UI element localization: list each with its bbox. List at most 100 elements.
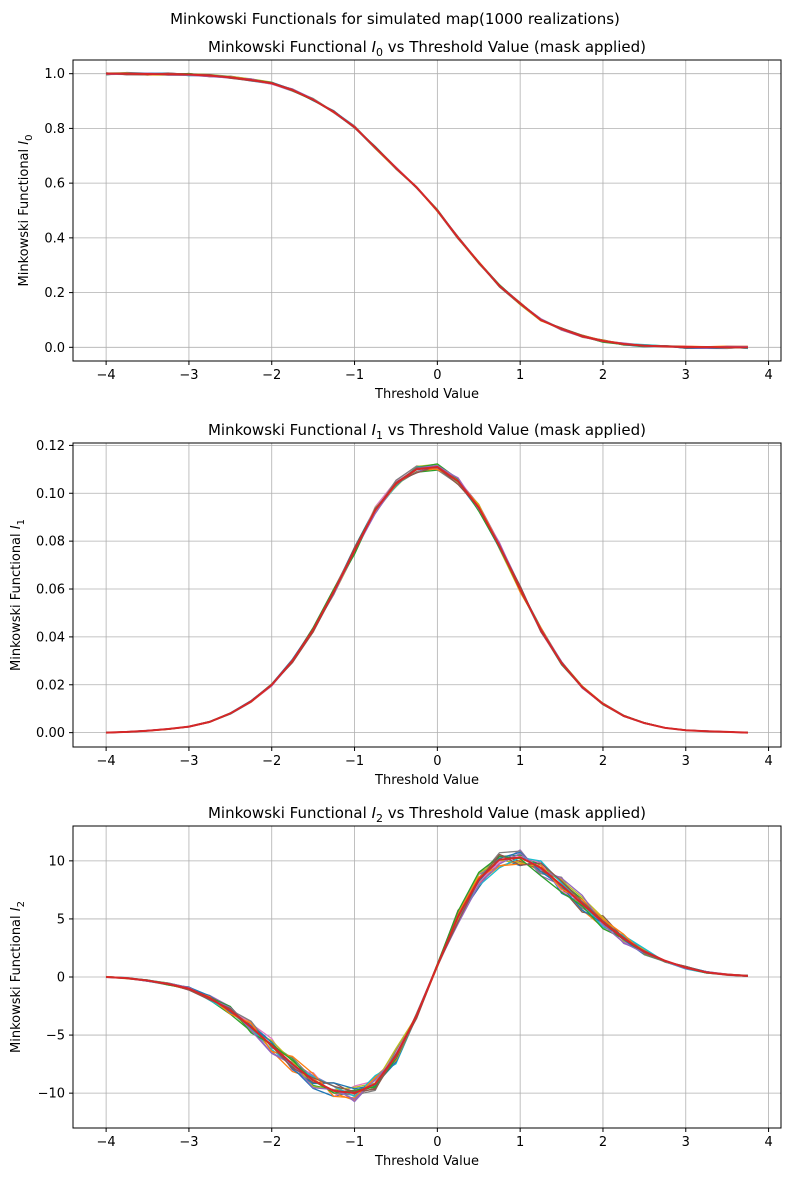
y-axis-label-prefix: Minkowski Functional — [9, 911, 24, 1053]
y-tick-label: 0.00 — [36, 726, 65, 741]
y-tick-label: 5 — [57, 912, 65, 927]
x-axis-label: Threshold Value — [374, 773, 479, 788]
x-tick-label: 3 — [682, 368, 690, 383]
x-tick-label: 0 — [433, 1135, 441, 1150]
realization-bundle — [106, 849, 748, 1103]
x-tick-label: 2 — [599, 368, 607, 383]
realization-line — [106, 465, 748, 734]
realization-line — [106, 72, 748, 349]
realization-line — [106, 72, 748, 349]
series-line-0 — [106, 856, 748, 1095]
realization-line — [106, 467, 748, 734]
y-axis-label-symbol: I — [17, 141, 32, 145]
y-axis-label: Minkowski Functional I0 — [17, 135, 35, 287]
realization-line — [106, 850, 748, 1096]
realization-line — [106, 72, 748, 349]
y-axis-label-prefix: Minkowski Functional — [9, 529, 24, 671]
y-axis-label: Minkowski Functional I2 — [9, 901, 27, 1053]
axes-frame — [72, 59, 782, 362]
realization-line — [106, 854, 748, 1094]
grid — [73, 826, 781, 1128]
chart-title: Minkowski Functional I0 vs Threshold Val… — [208, 38, 646, 59]
chart-panel-1: −4 −3 −2 −1 0 1 2 3 4 0.00 0.02 0.04 0.06 0.08 0.10 0.1… — [9, 421, 782, 788]
x-tick-label: −3 — [179, 754, 198, 769]
realization-line — [106, 859, 748, 1101]
chart-title-suffix: vs Threshold Value (mask applied) — [383, 421, 646, 439]
figure-suptitle: Minkowski Functionals for simulated map(… — [170, 10, 620, 28]
chart-title-symbol: I — [372, 804, 377, 822]
realization-line — [106, 72, 748, 349]
realization-line — [106, 853, 748, 1093]
realization-line — [106, 465, 748, 734]
x-tick-label: 0 — [433, 754, 441, 769]
chart-title-prefix: Minkowski Functional — [208, 804, 372, 822]
y-tick-label: 0.02 — [36, 678, 65, 693]
x-tick-label: −4 — [97, 368, 116, 383]
y-tick-label: 0 — [57, 971, 65, 986]
y-axis-label-prefix: Minkowski Functional — [17, 145, 32, 287]
realization-line — [106, 851, 748, 1090]
realization-line — [106, 72, 748, 350]
y-tick-label: 0.0 — [44, 341, 65, 356]
chart-title-prefix: Minkowski Functional — [208, 38, 372, 56]
realization-line — [106, 863, 748, 1099]
realization-line — [106, 72, 748, 349]
x-tick-label: −4 — [97, 754, 116, 769]
chart-title-prefix: Minkowski Functional — [208, 421, 372, 439]
y-axis-label-symbol: I — [9, 907, 24, 911]
realization-line — [106, 465, 748, 734]
x-tick-label: 4 — [764, 368, 772, 383]
realization-line — [106, 464, 748, 734]
y-tick-label: 0.4 — [44, 231, 65, 246]
x-tick-label: 1 — [516, 1135, 524, 1150]
realization-line — [106, 72, 748, 349]
realization-line — [106, 463, 748, 734]
realization-line — [106, 72, 748, 349]
chart-title: Minkowski Functional I1 vs Threshold Val… — [208, 421, 646, 442]
grid — [73, 60, 781, 361]
realization-line — [106, 469, 748, 734]
realization-line — [106, 466, 748, 734]
realization-line — [106, 855, 748, 1094]
realization-line — [106, 855, 748, 1098]
realization-line — [106, 854, 748, 1095]
x-axis-label: Threshold Value — [374, 1154, 479, 1169]
chart-title-suffix: vs Threshold Value (mask applied) — [383, 38, 646, 56]
realization-line — [106, 73, 748, 348]
x-tick-label: 3 — [682, 754, 690, 769]
realization-line — [106, 71, 748, 349]
chart-title-subscript: 0 — [376, 46, 383, 59]
realization-line — [106, 465, 748, 734]
x-tick-label: 2 — [599, 754, 607, 769]
realization-line — [106, 72, 748, 350]
grid — [73, 443, 781, 747]
y-tick-label: 0.6 — [44, 177, 65, 192]
x-tick-label: 1 — [516, 368, 524, 383]
chart-panel-0: −4 −3 −2 −1 0 1 2 3 4 0.0 0.2 0.4 0.6 0.8 1.0 Minkowski… — [17, 38, 782, 402]
y-tick-label: 0.08 — [36, 535, 65, 550]
x-tick-label: 4 — [764, 754, 772, 769]
realization-line — [106, 72, 748, 348]
realization-bundle — [106, 463, 748, 734]
x-tick-label: 2 — [599, 1135, 607, 1150]
y-axis-label: Minkowski Functional I1 — [9, 519, 27, 671]
realization-line — [106, 72, 748, 349]
x-tick-label: −2 — [262, 754, 281, 769]
series-line-0 — [106, 465, 748, 734]
realization-line — [106, 463, 748, 734]
realization-line — [106, 857, 748, 1098]
x-tick-label: 4 — [764, 1135, 772, 1150]
series-line-0 — [106, 72, 748, 349]
axes-frame — [72, 442, 782, 748]
y-tick-label: −5 — [46, 1029, 65, 1044]
y-tick-label: 0.06 — [36, 583, 65, 598]
y-tick-label: 0.04 — [36, 630, 65, 645]
x-tick-label: 1 — [516, 754, 524, 769]
y-tick-label: 10 — [48, 854, 65, 869]
y-axis-label-subscript: 0 — [24, 135, 35, 141]
x-tick-label: −1 — [345, 1135, 364, 1150]
x-tick-label: −4 — [97, 1135, 116, 1150]
x-tick-label: −1 — [345, 754, 364, 769]
